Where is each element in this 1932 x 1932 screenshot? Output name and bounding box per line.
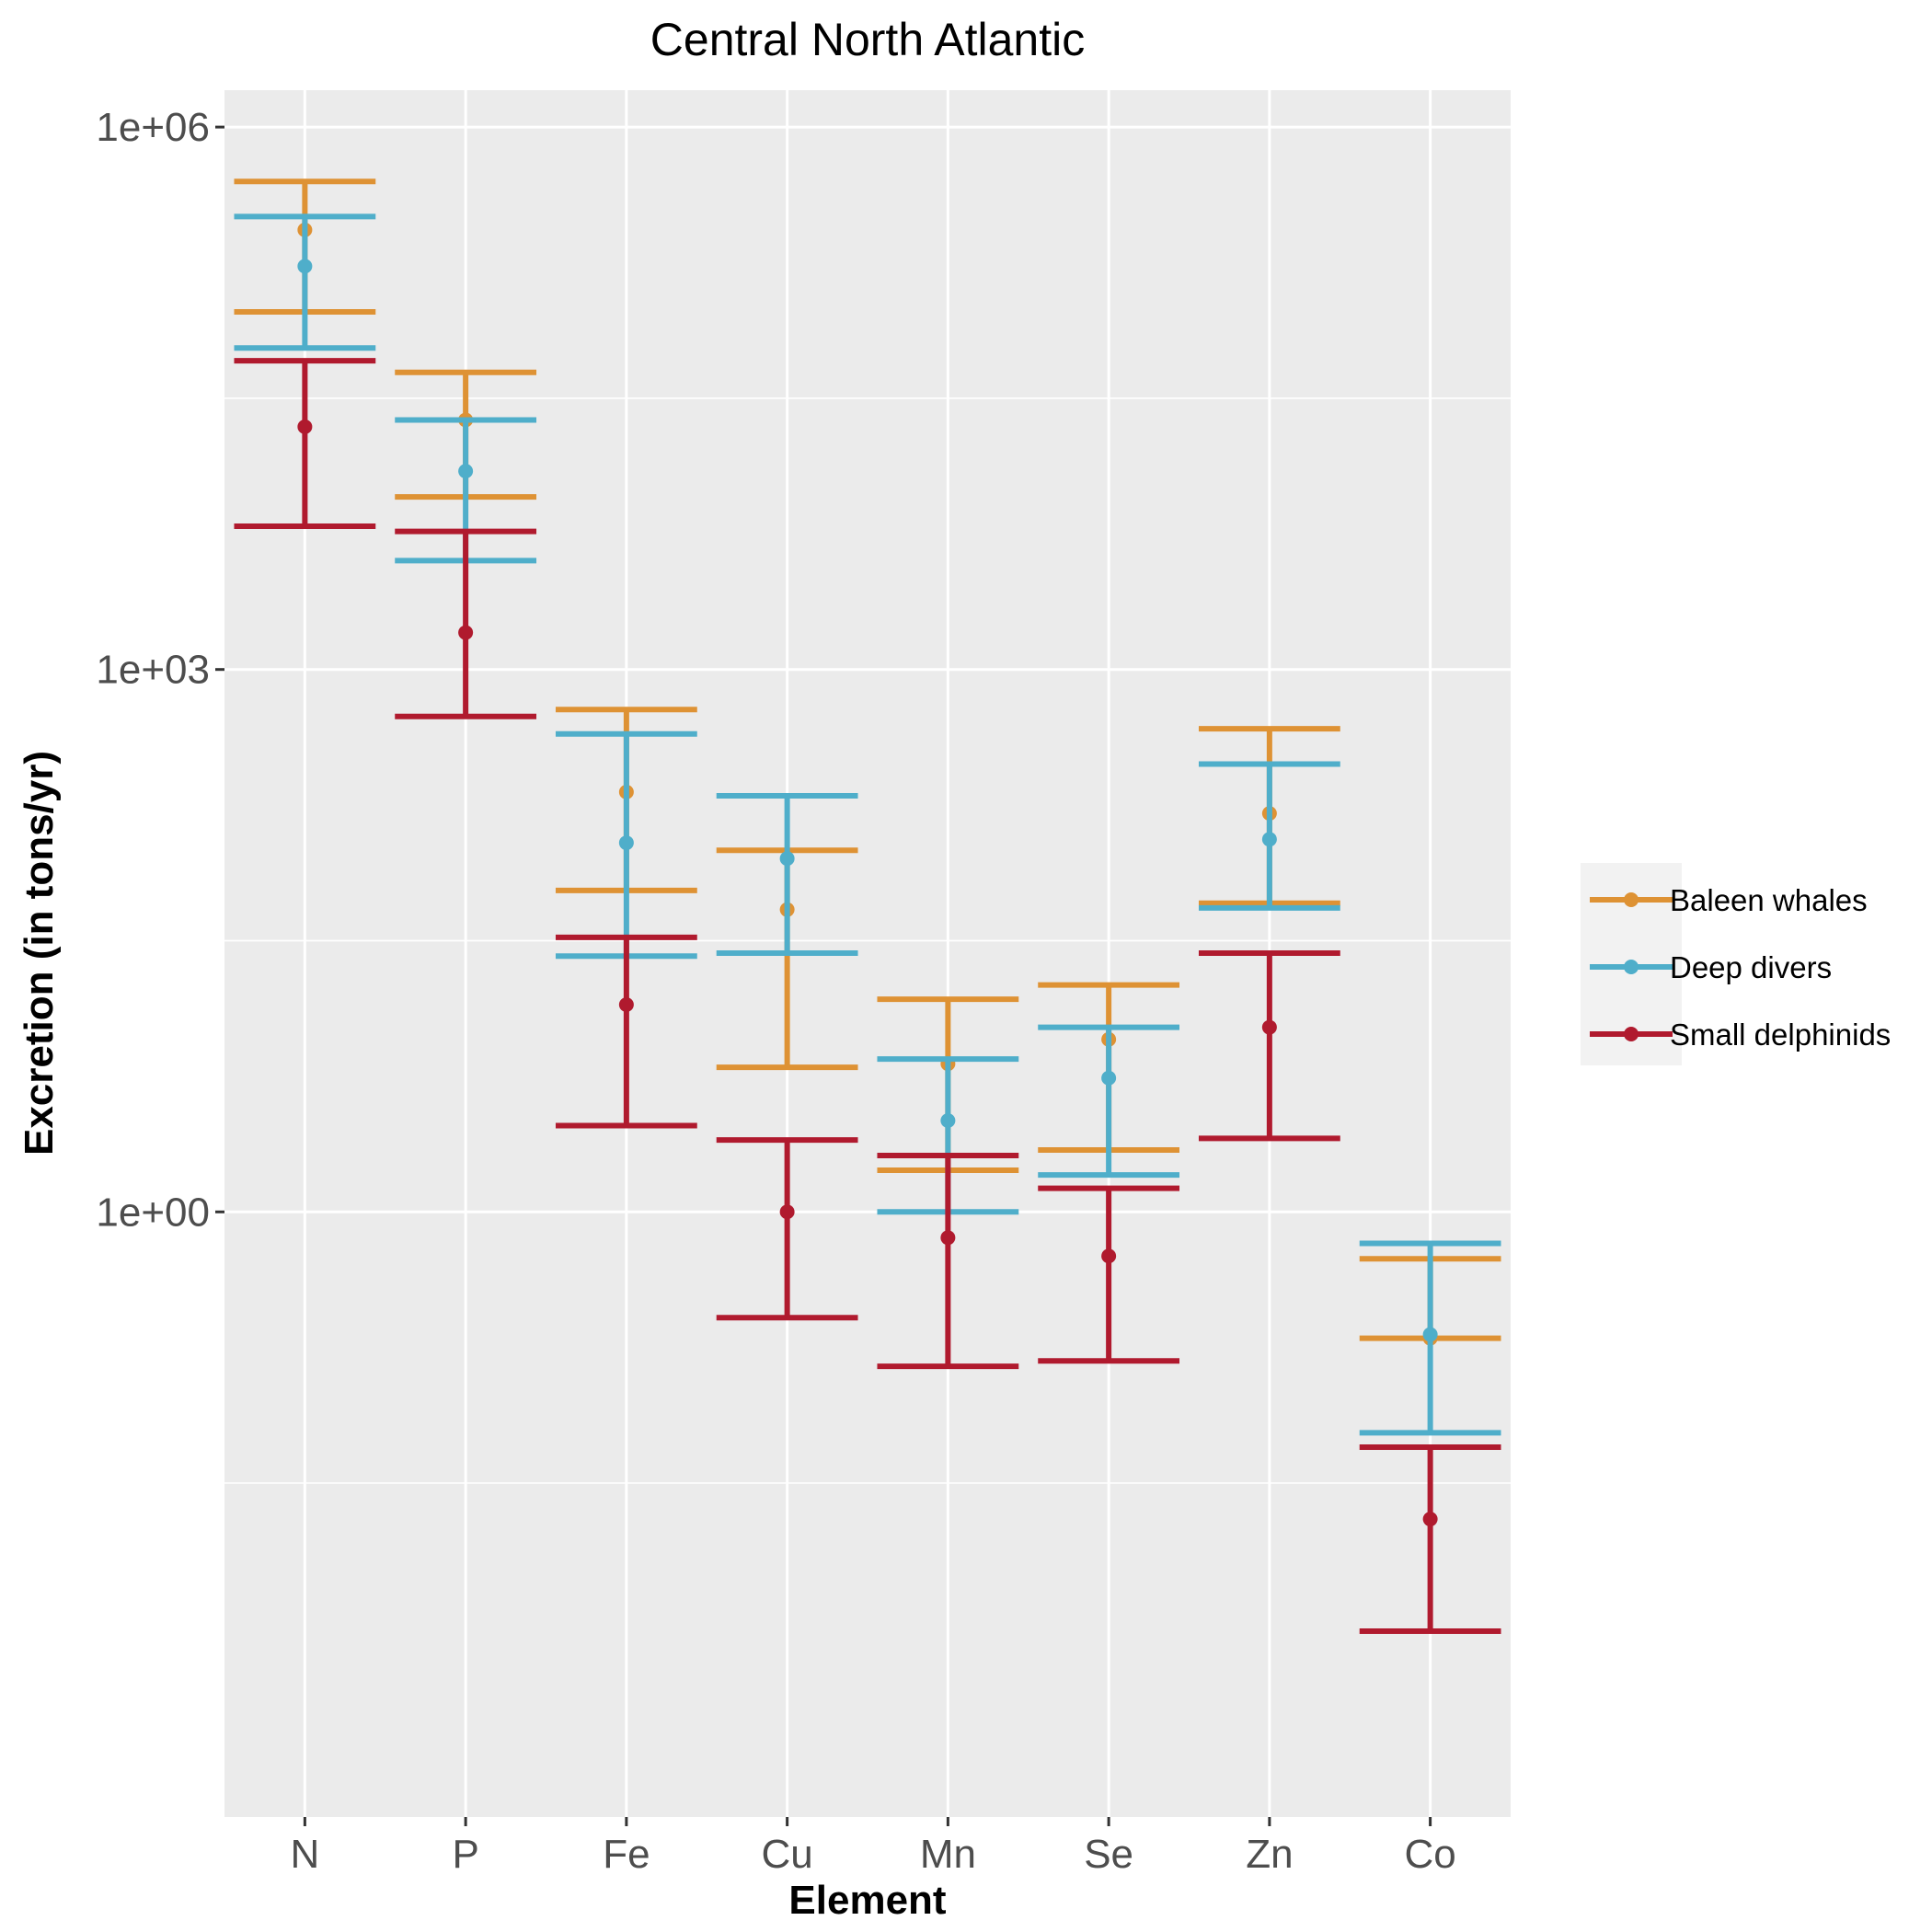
mean-point bbox=[297, 259, 313, 274]
grid-minor bbox=[224, 397, 1511, 1484]
mean-point bbox=[779, 1204, 795, 1220]
mean-point bbox=[458, 625, 474, 640]
mean-point bbox=[1261, 1019, 1277, 1035]
legend-swatch-point bbox=[1624, 960, 1639, 974]
mean-point bbox=[1101, 1248, 1117, 1264]
y-axis: 1e+00 1e+03 1e+06 bbox=[96, 105, 224, 1235]
legend-item: Deep divers bbox=[1590, 950, 1832, 984]
mean-point bbox=[618, 835, 634, 851]
series-layer bbox=[234, 178, 1501, 1634]
x-tick-label: N bbox=[290, 1832, 319, 1877]
mean-point bbox=[779, 851, 795, 867]
y-tick-label: 1e+06 bbox=[96, 105, 210, 150]
x-axis: N P Fe Cu Mn Se Zn Co bbox=[290, 1817, 1456, 1877]
x-tick-label: Cu bbox=[762, 1832, 813, 1877]
legend: Baleen whales Deep divers Small delphinids bbox=[1581, 863, 1891, 1065]
x-tick-label: Mn bbox=[920, 1832, 976, 1877]
mean-point bbox=[1422, 1512, 1438, 1527]
mean-point bbox=[940, 1230, 956, 1246]
mean-point bbox=[940, 1112, 956, 1128]
x-tick-label: P bbox=[452, 1832, 478, 1877]
mean-point bbox=[1261, 832, 1277, 847]
mean-point bbox=[1101, 1070, 1117, 1086]
legend-item: Small delphinids bbox=[1590, 1018, 1891, 1052]
x-tick-label: Co bbox=[1405, 1832, 1456, 1877]
y-axis-title: Excretion (in tons/yr) bbox=[17, 751, 62, 1156]
series-small-delphinids bbox=[234, 358, 1501, 1634]
mean-point bbox=[618, 997, 634, 1013]
mean-point bbox=[458, 464, 474, 479]
y-tick-label: 1e+03 bbox=[96, 648, 210, 693]
legend-label: Baleen whales bbox=[1670, 883, 1868, 917]
legend-swatch-point bbox=[1624, 892, 1639, 907]
x-tick-label: Zn bbox=[1246, 1832, 1293, 1877]
x-tick-label: Fe bbox=[603, 1832, 650, 1877]
legend-label: Small delphinids bbox=[1670, 1018, 1891, 1052]
mean-point bbox=[297, 419, 313, 434]
y-tick-label: 1e+00 bbox=[96, 1190, 210, 1235]
x-axis-title: Element bbox=[788, 1878, 947, 1923]
legend-label: Deep divers bbox=[1670, 950, 1832, 984]
x-tick-label: Se bbox=[1084, 1832, 1133, 1877]
legend-item: Baleen whales bbox=[1590, 883, 1868, 917]
mean-point bbox=[1422, 1327, 1438, 1342]
legend-swatch-point bbox=[1624, 1027, 1639, 1041]
chart-title: Central North Atlantic bbox=[650, 14, 1085, 65]
